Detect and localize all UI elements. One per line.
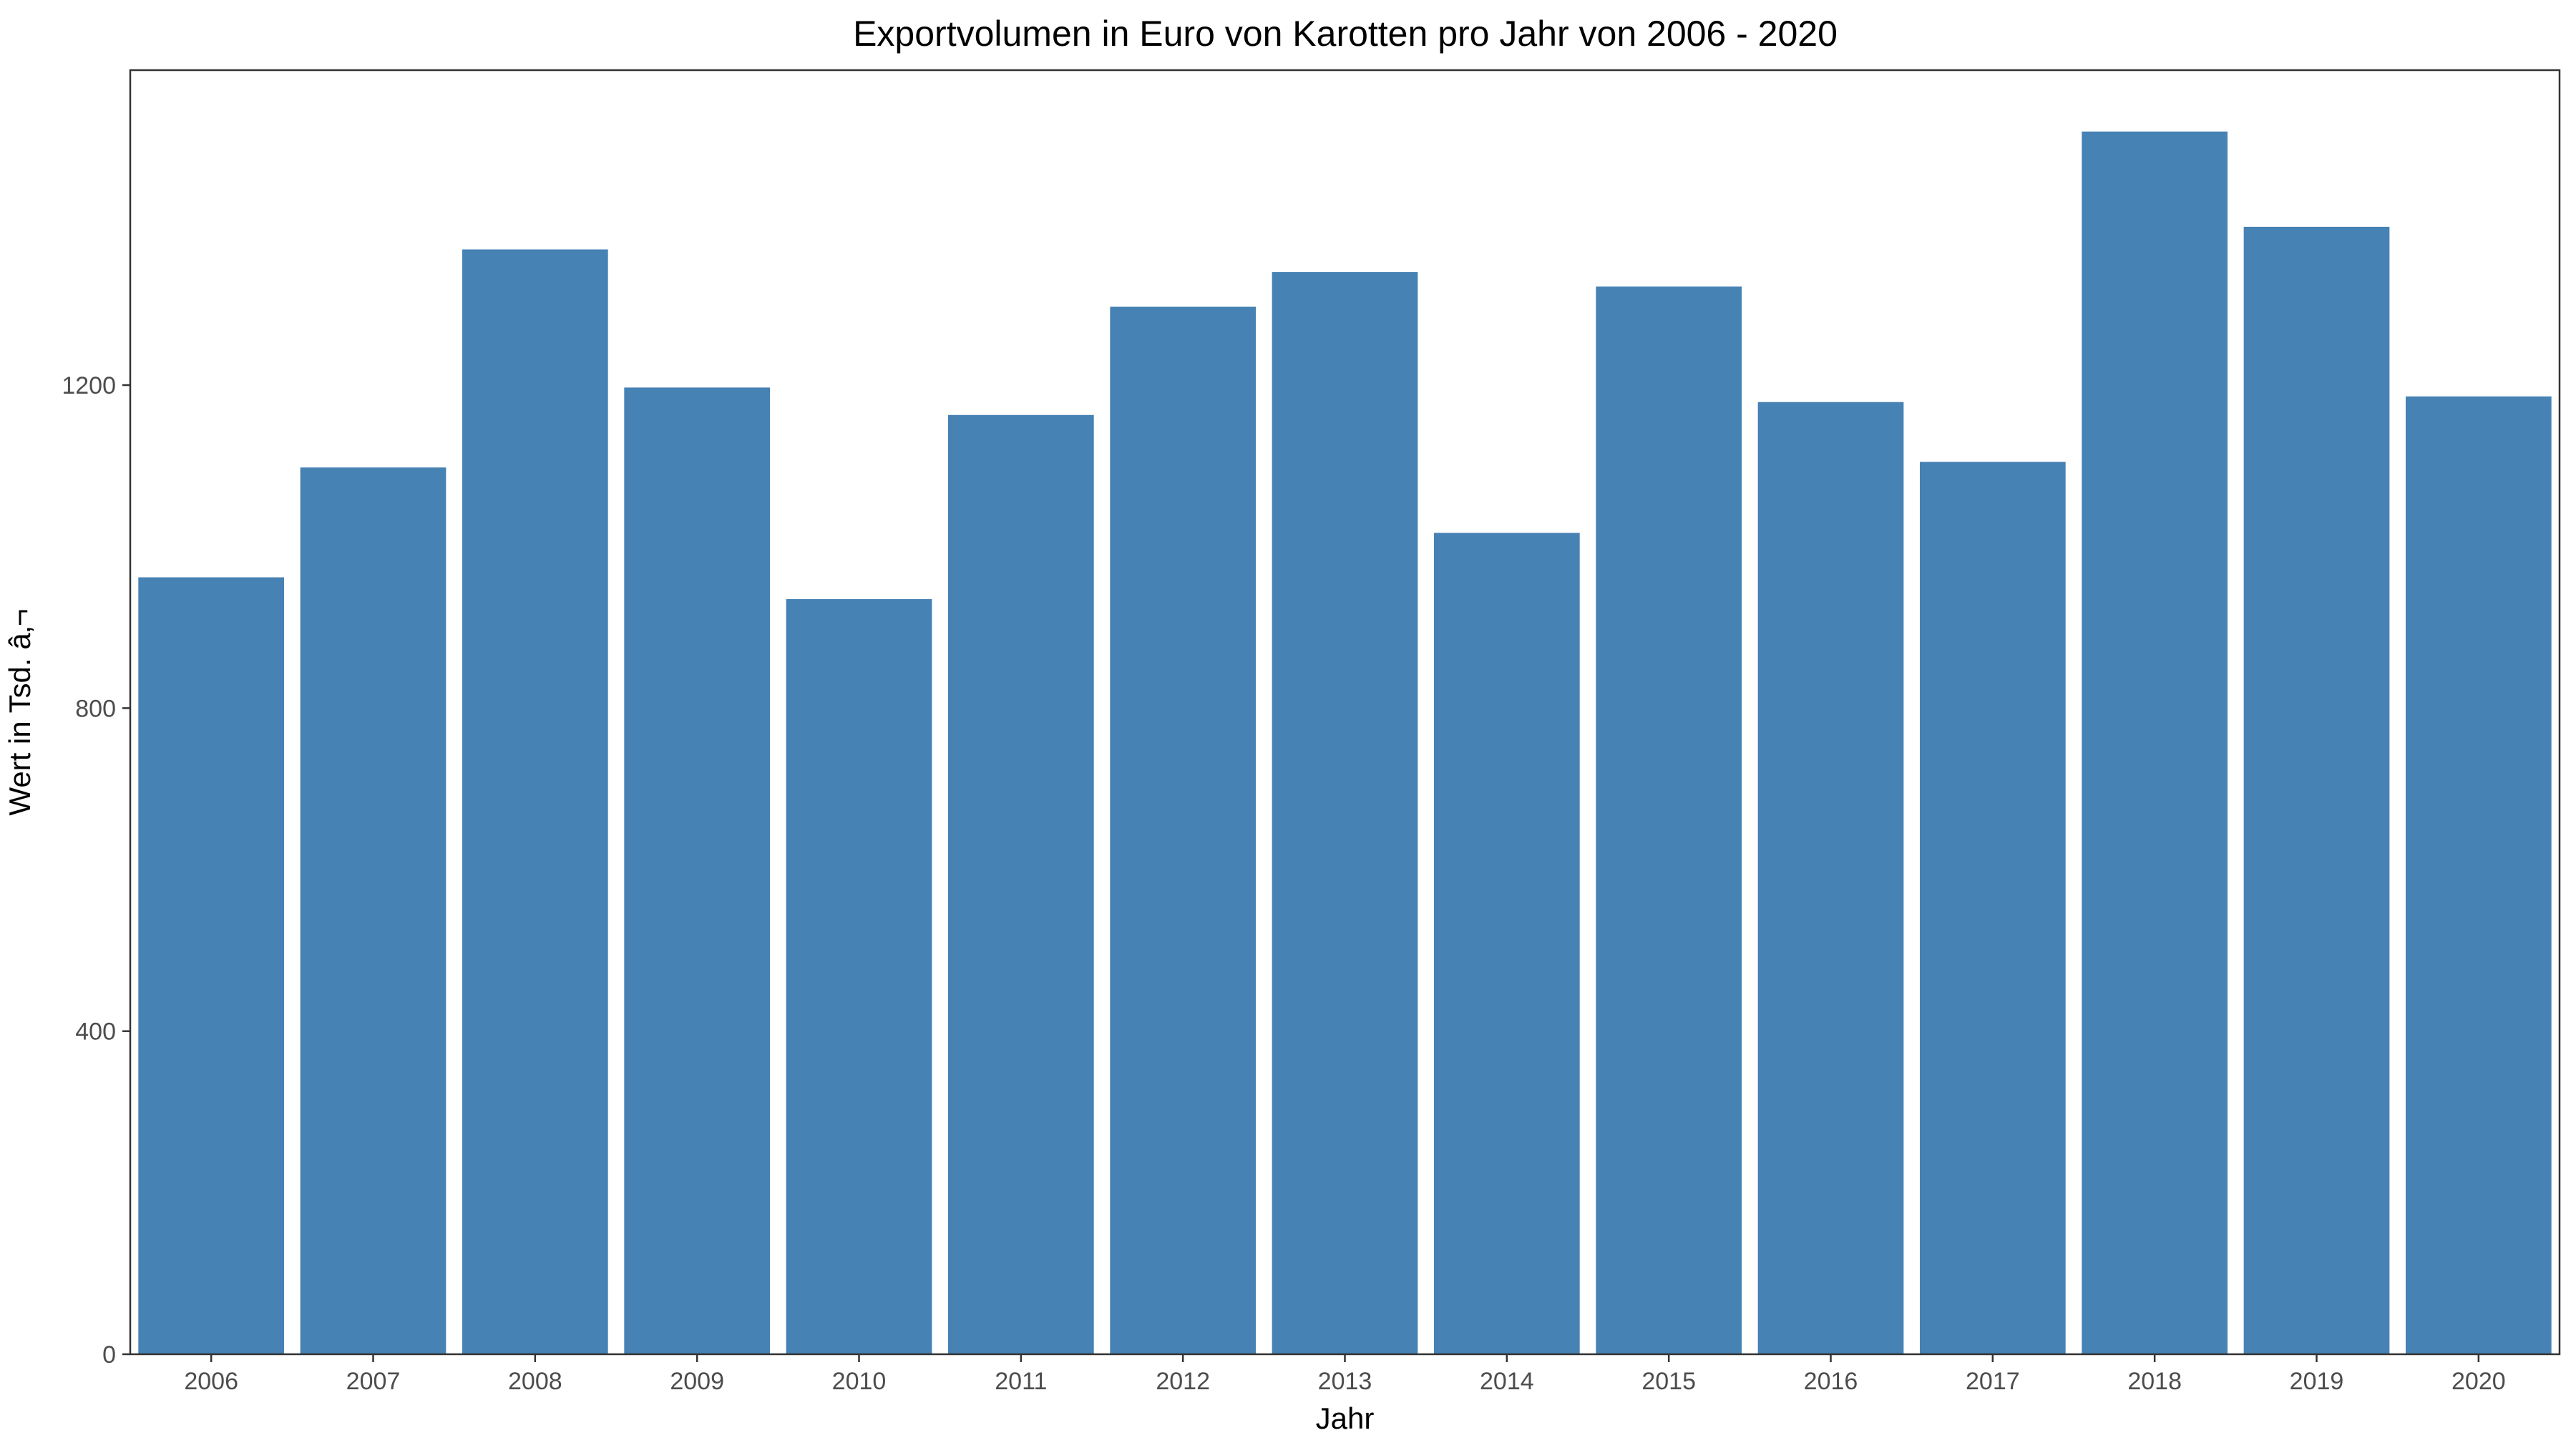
y-axis: 0 400 800 1200 bbox=[62, 372, 130, 1369]
x-tick-label: 2015 bbox=[1641, 1368, 1696, 1395]
y-tick-label: 0 bbox=[102, 1341, 116, 1369]
bar-2016 bbox=[1757, 402, 1904, 1354]
bar-2015 bbox=[1596, 286, 1742, 1354]
bar-2013 bbox=[1272, 272, 1418, 1355]
y-axis-title: Wert in Tsd. â‚¬ bbox=[3, 608, 36, 815]
bar-2010 bbox=[786, 599, 932, 1354]
x-tick-label: 2017 bbox=[1966, 1368, 2020, 1395]
x-axis: 2006 2007 2008 2009 2010 2011 2012 2013 2014 2015… bbox=[184, 1354, 2506, 1395]
x-tick-label: 2009 bbox=[670, 1368, 724, 1395]
y-tick-label: 1200 bbox=[62, 372, 116, 399]
bar-2019 bbox=[2243, 226, 2390, 1354]
bar-2020 bbox=[2405, 396, 2552, 1354]
y-tick-label: 400 bbox=[75, 1019, 116, 1046]
y-tick-label: 800 bbox=[75, 695, 116, 722]
bars-group bbox=[138, 131, 2552, 1355]
x-tick-label: 2018 bbox=[2127, 1368, 2182, 1395]
bar-2008 bbox=[462, 249, 608, 1355]
x-tick-label: 2013 bbox=[1318, 1368, 1372, 1395]
x-tick-label: 2014 bbox=[1480, 1368, 1534, 1395]
bar-2018 bbox=[2082, 131, 2228, 1354]
bar-2011 bbox=[947, 414, 1094, 1354]
x-axis-title: Jahr bbox=[1316, 1401, 1375, 1435]
chart-title: Exportvolumen in Euro von Karotten pro J… bbox=[853, 14, 1838, 54]
x-tick-label: 2008 bbox=[508, 1368, 562, 1395]
plot-panel-border bbox=[129, 69, 2561, 1356]
x-tick-label: 2006 bbox=[184, 1368, 238, 1395]
x-tick-label: 2016 bbox=[1804, 1368, 1858, 1395]
x-tick-label: 2019 bbox=[2290, 1368, 2344, 1395]
x-tick-label: 2011 bbox=[995, 1368, 1047, 1395]
bar-2017 bbox=[1919, 462, 2066, 1354]
x-tick-label: 2010 bbox=[832, 1368, 887, 1395]
x-tick-label: 2007 bbox=[346, 1368, 401, 1395]
bar-2007 bbox=[300, 467, 447, 1354]
bar-2006 bbox=[138, 577, 285, 1354]
x-tick-label: 2012 bbox=[1156, 1368, 1210, 1395]
x-tick-label: 2020 bbox=[2451, 1368, 2506, 1395]
bar-2012 bbox=[1110, 306, 1257, 1355]
bar-2014 bbox=[1433, 533, 1580, 1354]
bar-2009 bbox=[624, 387, 771, 1355]
